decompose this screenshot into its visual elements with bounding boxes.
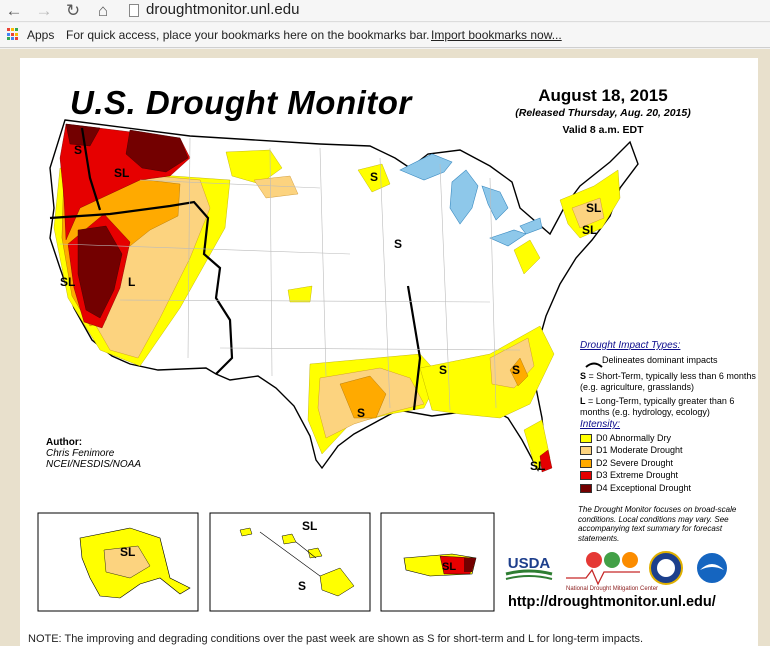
region-label: S <box>357 406 365 420</box>
site-url[interactable]: http://droughtmonitor.unl.edu/ <box>508 594 716 610</box>
long-term-desc: = Long-Term, typically greater than 6 mo… <box>580 396 735 417</box>
region-label: SL <box>582 223 597 237</box>
bottom-note: NOTE: The improving and degrading condit… <box>28 633 644 645</box>
ndmc-logo <box>566 552 640 586</box>
address-bar[interactable]: droughtmonitor.unl.edu <box>146 1 300 18</box>
region-label: SL <box>586 201 601 215</box>
region-label: S <box>370 170 378 184</box>
apps-grid-icon[interactable] <box>7 28 20 41</box>
intensity-swatch <box>580 483 592 493</box>
intensity-label: D2 Severe Drought <box>596 457 674 468</box>
long-term-key: L = Long-Term, typically greater than 6 … <box>580 396 760 417</box>
great-lakes <box>399 153 543 247</box>
d4-areas <box>65 123 189 319</box>
intensity-label: D4 Exceptional Drought <box>596 482 692 493</box>
intensity-label: D1 Moderate Drought <box>596 445 683 455</box>
puerto-rico-inset: SL <box>380 512 495 612</box>
puerto-rico-label: SL <box>442 561 456 573</box>
region-label: SL <box>60 275 75 289</box>
us-drought-map: S SL SL L S S S S SL SL SL S SL SL S <box>37 119 729 612</box>
alaska-label: SL <box>120 545 135 559</box>
intensity-heading: Intensity: <box>580 419 621 430</box>
delineates-note: Delineates dominant impacts <box>602 354 718 365</box>
short-term-key: S = Short-Term, typically less than 6 mo… <box>580 371 760 392</box>
intensity-row: D3 Extreme Drought <box>580 470 760 481</box>
intensity-swatch <box>580 433 592 443</box>
page-icon <box>129 4 139 17</box>
map-released: (Released Thursday, Aug. 20, 2015) <box>515 107 691 119</box>
impact-types-heading: Drought Impact Types: <box>580 340 681 351</box>
forward-arrow-icon[interactable]: → <box>35 1 53 20</box>
region-label: S <box>394 237 402 251</box>
region-label: L <box>128 275 135 289</box>
alaska-inset: SL <box>37 512 199 612</box>
long-term-letter: L <box>580 396 586 406</box>
region-label: S <box>512 363 520 377</box>
import-bookmarks-link[interactable]: Import bookmarks now... <box>431 28 562 42</box>
apps-link[interactable]: Apps <box>27 28 55 42</box>
noaa-bird-shape <box>700 564 724 570</box>
region-labels: S SL SL L S S S S SL SL SL S <box>60 143 601 473</box>
bookmarks-bar: Apps For quick access, place your bookma… <box>0 23 770 48</box>
intensity-swatch <box>580 446 592 455</box>
impact-line-sample <box>585 362 603 368</box>
intensity-row: D0 Abnormally Dry <box>580 433 760 444</box>
hawaii-inset: SL S <box>209 512 371 612</box>
intensity-row: D4 Exceptional Drought <box>580 483 760 494</box>
usda-logo: USDA <box>504 552 554 580</box>
map-title: U.S. Drought Monitor <box>70 84 412 121</box>
intensity-row: D2 Severe Drought <box>580 458 760 469</box>
author-org: NCEI/NESDIS/NOAA <box>46 459 142 470</box>
commerce-seal-inner <box>657 559 675 577</box>
noaa-logo-icon <box>695 551 729 585</box>
hawaii-label-top: SL <box>302 519 317 533</box>
legend: Drought Impact Types: Delineates dominan… <box>580 340 760 494</box>
region-label: SL <box>530 459 545 473</box>
drought-map-card: S SL SL L S S S S SL SL SL S SL SL S <box>20 58 758 646</box>
region-label: S <box>439 363 447 377</box>
map-valid-time: Valid 8 a.m. EDT <box>562 124 644 136</box>
intensity-row: D1 Moderate Drought <box>580 445 760 456</box>
intensity-swatch <box>580 458 592 468</box>
back-arrow-icon[interactable]: ← <box>5 1 23 20</box>
author-label: Author: <box>46 437 83 448</box>
impact-boundaries <box>49 127 422 411</box>
intensity-label: D0 Abnormally Dry <box>596 432 672 443</box>
ndmc-caption: National Drought Mitigation Center <box>566 586 659 592</box>
region-label: S <box>74 143 82 157</box>
hawaii-label-bottom: S <box>298 579 306 593</box>
svg-text:USDA: USDA <box>508 555 551 572</box>
home-icon[interactable]: ⌂ <box>97 1 109 20</box>
region-label: SL <box>114 166 129 180</box>
intensity-label: D3 Extreme Drought <box>596 470 679 480</box>
focus-note: The Drought Monitor focuses on broad-sca… <box>578 505 737 543</box>
map-date: August 18, 2015 <box>538 86 668 105</box>
browser-toolbar: ← → ↻ ⌂ droughtmonitor.unl.edu <box>0 0 770 22</box>
author-name: Chris Fenimore <box>46 448 115 459</box>
intensity-list: D0 Abnormally Dry D1 Moderate Drought D2 S… <box>580 433 760 494</box>
short-term-letter: S <box>580 371 587 381</box>
bookmarks-hint: For quick access, place your bookmarks h… <box>66 28 430 42</box>
short-term-desc: = Short-Term, typically less than 6 mont… <box>580 371 756 392</box>
state-lines <box>59 137 521 411</box>
reload-icon[interactable]: ↻ <box>65 1 81 20</box>
author-block: Author: Chris Fenimore NCEI/NESDIS/NOAA <box>46 437 141 470</box>
intensity-swatch <box>580 471 592 480</box>
